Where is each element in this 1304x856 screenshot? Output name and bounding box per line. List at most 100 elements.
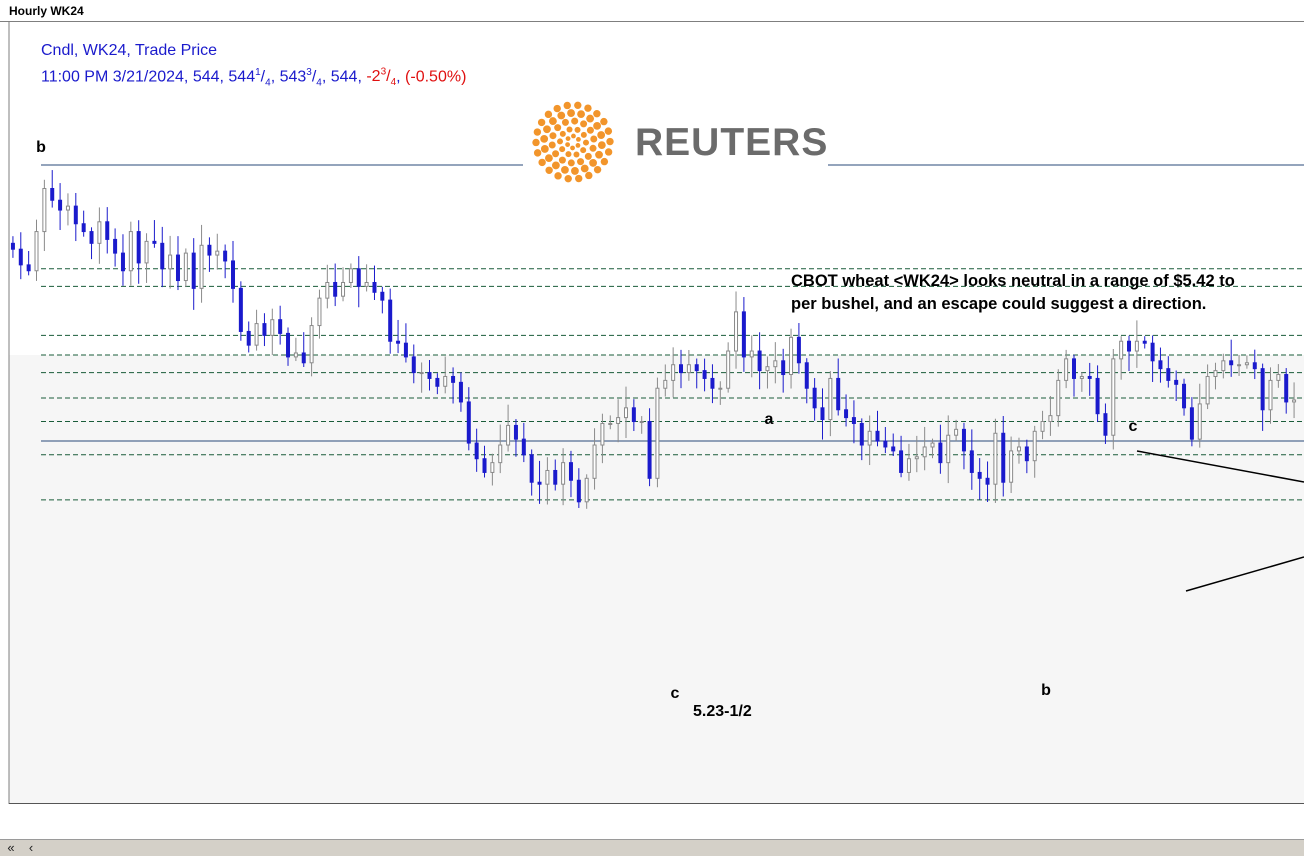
candle-body [969, 450, 974, 473]
logo-dot [552, 150, 560, 158]
logo-dot [584, 152, 592, 160]
candle-body [317, 297, 322, 327]
logo-dot [604, 127, 613, 135]
logo-dot [554, 172, 562, 180]
candle-body [718, 387, 723, 390]
candle-body [254, 323, 259, 346]
scroll-bar[interactable]: « ‹ [0, 839, 1304, 856]
logo-dot [576, 137, 581, 142]
logo-dot [580, 147, 587, 154]
candle-body [765, 366, 770, 372]
logo-dot [564, 174, 572, 183]
logo-dot [533, 128, 542, 136]
logo-dot [606, 137, 614, 146]
logo-dot [563, 101, 571, 110]
scroll-first-button[interactable]: « [7, 840, 15, 855]
candle-body [1292, 399, 1297, 403]
candle-body [301, 352, 306, 364]
legend-change-pct: (-0.50%) [405, 68, 467, 86]
candle-body [686, 364, 691, 374]
logo-dot [580, 164, 589, 173]
logo-dot [580, 120, 588, 128]
logo-dot [558, 156, 566, 164]
legend-change: -23/4 [366, 67, 397, 89]
legend-high: 544 [228, 68, 256, 86]
candle-body [396, 340, 401, 344]
logo-dot [604, 148, 613, 156]
candle-body [521, 438, 526, 456]
candle-body [694, 364, 699, 372]
candle-body [1158, 360, 1163, 370]
legend-open: 544 [192, 68, 220, 86]
candle-body [859, 422, 864, 446]
candle-body [341, 281, 346, 297]
candle-body [1095, 377, 1100, 415]
candle-body [1134, 340, 1139, 352]
candle-body [773, 360, 778, 368]
logo-dot [595, 150, 603, 159]
candle-body [325, 281, 330, 299]
reuters-logo-mark [532, 101, 614, 183]
logo-dot [577, 110, 585, 119]
scroll-prev-button[interactable]: ‹ [28, 840, 34, 855]
candle-body [726, 350, 731, 389]
legend-ohlc: 11:00 PM 3/21/2024, 544, 5441/4, 5433/4,… [41, 67, 467, 89]
candle-body [1229, 360, 1234, 366]
candle-body [828, 377, 833, 421]
annotation-line-1: CBOT wheat <WK24> looks neutral in a ran… [791, 272, 1235, 290]
candle-body [1142, 340, 1147, 344]
wave-label: c [1129, 418, 1138, 435]
logo-dot [545, 154, 553, 163]
candle-body [1009, 450, 1014, 483]
logo-dot [575, 142, 581, 148]
wave-label: b [36, 139, 46, 156]
wave-labels: b a c b c 5.23-1/2 [36, 139, 1137, 720]
candle-body [647, 421, 652, 479]
candle-body [537, 481, 542, 485]
candle-body [160, 242, 165, 270]
logo-dot [586, 114, 595, 123]
logo-dot [590, 135, 598, 143]
logo-dot [533, 149, 542, 157]
candle-body [655, 387, 660, 479]
candle-body [490, 462, 495, 473]
legend-close: 544 [330, 68, 358, 86]
candle-body [1079, 375, 1084, 379]
candle-body [993, 432, 998, 485]
candle-body [73, 205, 78, 225]
candle-body [309, 325, 314, 364]
logo-dot [557, 111, 566, 120]
candle-body [938, 442, 943, 464]
candle-body [568, 462, 573, 481]
candle-body [1071, 358, 1076, 379]
candle-body [152, 240, 157, 244]
candle-body [215, 250, 220, 256]
candle-body [741, 311, 746, 358]
candle-body [1024, 446, 1029, 462]
chart-annotation: CBOT wheat <WK24> looks neutral in a ran… [791, 270, 1235, 316]
logo-dot [575, 174, 583, 183]
window-titlebar: Hourly WK24 [0, 0, 1304, 22]
logo-dot [582, 139, 589, 146]
candle-body [914, 456, 919, 460]
candle-body [411, 356, 416, 374]
logo-dot [589, 159, 597, 167]
candle-body [286, 332, 291, 358]
logo-dot [567, 159, 575, 167]
logo-dot [540, 134, 549, 143]
candle-body [623, 407, 628, 419]
candle-body [1260, 368, 1265, 411]
candle-body [435, 377, 440, 387]
candle-body [930, 442, 935, 448]
candle-body [922, 446, 927, 458]
candle-body [734, 311, 739, 352]
candle-body [1197, 403, 1202, 440]
candle-body [388, 299, 393, 342]
candle-body [364, 281, 369, 287]
candle-body [1048, 415, 1053, 423]
candle-body [270, 319, 275, 336]
candle-body [1064, 358, 1069, 381]
logo-dot [586, 126, 594, 134]
candle-body [702, 370, 707, 379]
candle-body [81, 223, 86, 233]
